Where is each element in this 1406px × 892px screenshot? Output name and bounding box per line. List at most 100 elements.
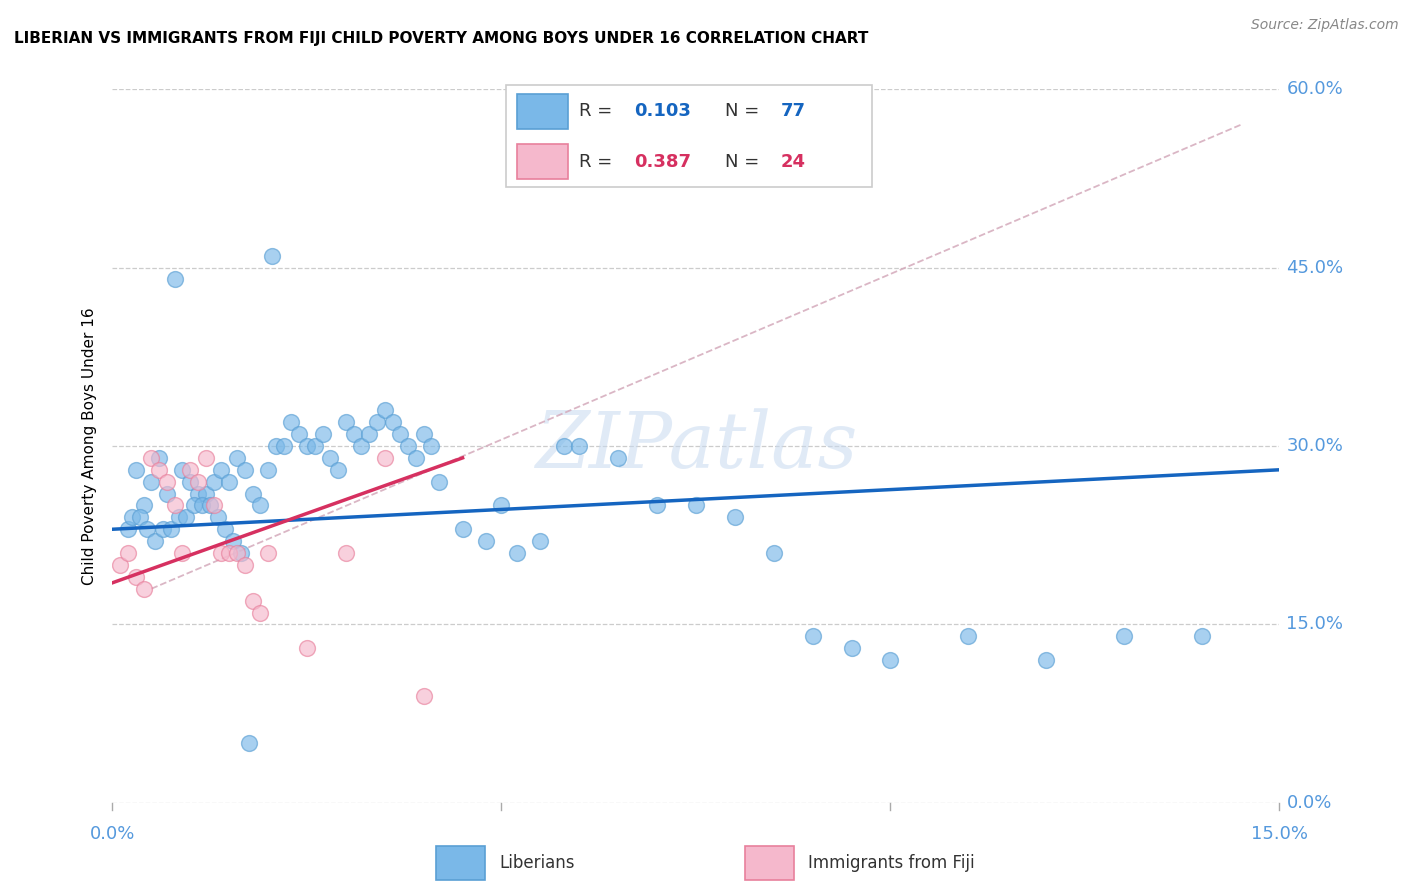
Text: N =: N = xyxy=(725,153,765,170)
Point xyxy=(156,486,179,500)
Point xyxy=(136,522,159,536)
Point xyxy=(359,427,381,442)
Point xyxy=(214,522,236,536)
Point xyxy=(1035,653,1057,667)
Point xyxy=(125,463,148,477)
Point xyxy=(172,546,194,560)
Point xyxy=(187,475,209,489)
FancyBboxPatch shape xyxy=(506,85,872,187)
Point xyxy=(374,403,396,417)
Point xyxy=(148,463,170,477)
Point xyxy=(110,558,132,572)
Point xyxy=(335,546,357,560)
Point xyxy=(194,450,217,465)
Point xyxy=(304,439,326,453)
Point xyxy=(529,534,551,549)
Point xyxy=(156,475,179,489)
Point xyxy=(117,522,139,536)
Text: 45.0%: 45.0% xyxy=(1286,259,1344,277)
Point xyxy=(405,450,427,465)
Point xyxy=(229,546,252,560)
Point xyxy=(202,475,225,489)
Point xyxy=(264,439,287,453)
Point xyxy=(128,510,150,524)
Text: 0.387: 0.387 xyxy=(634,153,692,170)
Text: ZIPatlas: ZIPatlas xyxy=(534,408,858,484)
Point xyxy=(148,450,170,465)
Point xyxy=(167,510,190,524)
Text: 24: 24 xyxy=(780,153,806,170)
Point xyxy=(280,415,302,429)
Text: 0.103: 0.103 xyxy=(634,103,690,120)
Point xyxy=(141,475,163,489)
Point xyxy=(163,272,186,286)
Point xyxy=(260,249,283,263)
Text: Immigrants from Fiji: Immigrants from Fiji xyxy=(808,854,976,872)
Point xyxy=(420,439,443,453)
Point xyxy=(179,463,201,477)
Point xyxy=(841,641,863,656)
Point xyxy=(249,606,271,620)
Point xyxy=(491,499,513,513)
Point xyxy=(1112,629,1135,643)
Text: 77: 77 xyxy=(780,103,806,120)
Point xyxy=(202,499,225,513)
Point xyxy=(226,546,249,560)
Point xyxy=(475,534,498,549)
Text: 60.0%: 60.0% xyxy=(1286,80,1343,98)
Point xyxy=(132,499,155,513)
Point xyxy=(412,689,434,703)
Point xyxy=(1191,629,1213,643)
Point xyxy=(218,475,240,489)
Point xyxy=(160,522,183,536)
Point xyxy=(451,522,474,536)
Point xyxy=(273,439,295,453)
FancyBboxPatch shape xyxy=(517,94,568,128)
Point xyxy=(222,534,245,549)
Point xyxy=(396,439,419,453)
Point xyxy=(198,499,221,513)
Point xyxy=(762,546,785,560)
Point xyxy=(685,499,707,513)
Text: 15.0%: 15.0% xyxy=(1286,615,1344,633)
Point xyxy=(226,450,249,465)
Point xyxy=(607,450,630,465)
Point xyxy=(242,486,264,500)
Point xyxy=(191,499,214,513)
Text: 30.0%: 30.0% xyxy=(1286,437,1343,455)
Point xyxy=(389,427,412,442)
FancyBboxPatch shape xyxy=(436,846,485,880)
Point xyxy=(257,463,280,477)
Point xyxy=(176,510,198,524)
Point xyxy=(163,499,186,513)
Point xyxy=(179,475,201,489)
Text: Liberians: Liberians xyxy=(499,854,575,872)
Point xyxy=(568,439,591,453)
Point xyxy=(209,546,232,560)
Text: Source: ZipAtlas.com: Source: ZipAtlas.com xyxy=(1251,18,1399,32)
Point xyxy=(132,582,155,596)
Point xyxy=(645,499,668,513)
Point xyxy=(553,439,575,453)
Point xyxy=(238,736,260,750)
Point xyxy=(374,450,396,465)
Point xyxy=(249,499,271,513)
Point xyxy=(117,546,139,560)
Point xyxy=(233,463,256,477)
Text: R =: R = xyxy=(579,153,619,170)
Point xyxy=(879,653,901,667)
Point xyxy=(724,510,747,524)
Text: 15.0%: 15.0% xyxy=(1251,825,1308,843)
Point xyxy=(326,463,349,477)
Point xyxy=(295,641,318,656)
Point xyxy=(172,463,194,477)
Point xyxy=(187,486,209,500)
Point xyxy=(141,450,163,465)
Point xyxy=(143,534,166,549)
Point xyxy=(295,439,318,453)
Point xyxy=(152,522,174,536)
Point xyxy=(121,510,143,524)
Point xyxy=(311,427,333,442)
Point xyxy=(506,546,529,560)
Text: 0.0%: 0.0% xyxy=(1286,794,1331,812)
